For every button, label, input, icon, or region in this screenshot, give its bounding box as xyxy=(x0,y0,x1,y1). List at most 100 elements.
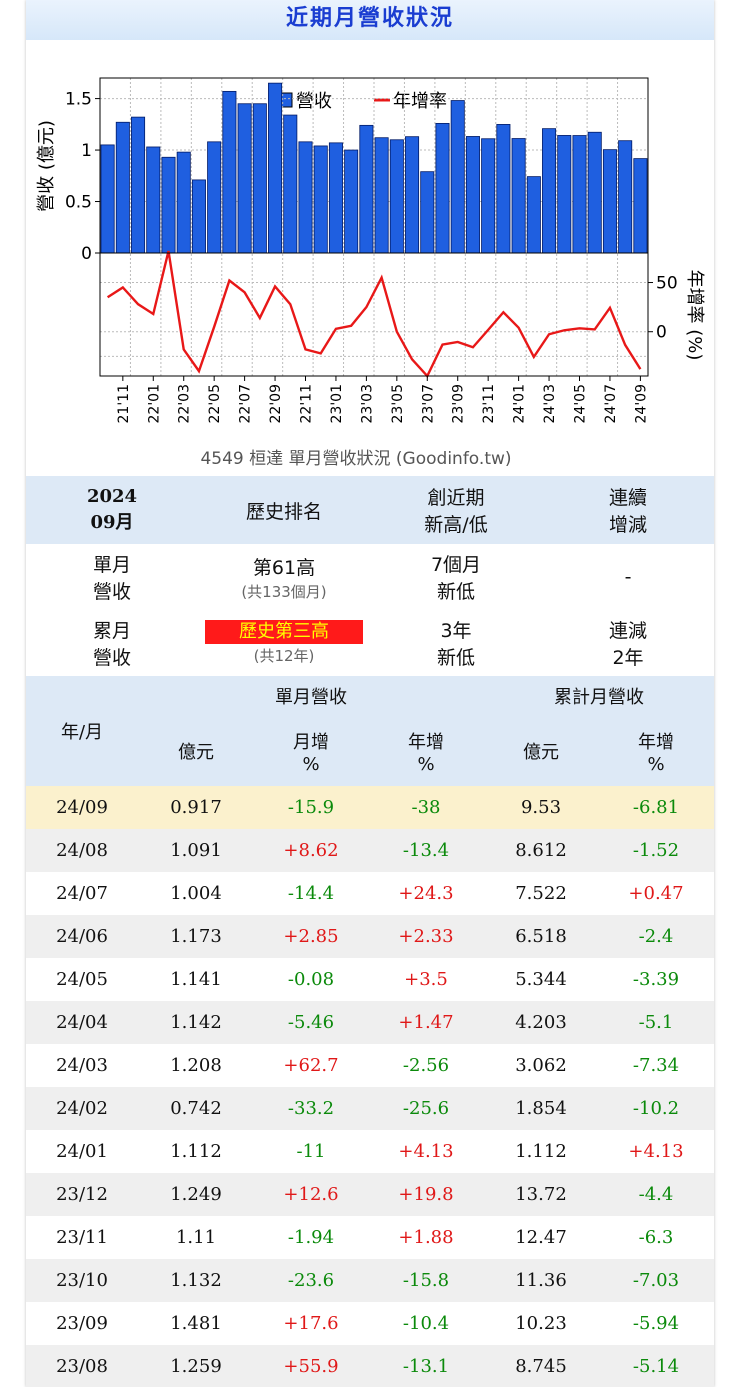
col-cum-yoy-line1: 年增 xyxy=(638,731,674,753)
col-group-single: 單月營收 xyxy=(138,676,484,716)
bottom-plot-frame xyxy=(99,252,649,377)
revenue-bar xyxy=(602,149,617,254)
summary-col-new: 創近期 新高/低 xyxy=(370,476,542,544)
right-axis-title: 年增率 (%) xyxy=(684,270,705,361)
cell-amt: 1.259 xyxy=(138,1345,254,1387)
cell-yoy: -15.8 xyxy=(368,1259,484,1302)
revenue-bar xyxy=(465,136,480,254)
x-tick-label: 23'07 xyxy=(420,384,436,423)
cell-ym: 23/10 xyxy=(26,1259,138,1302)
cumulative-rank-badge: 歷史第三高 xyxy=(205,620,363,644)
table-row: 24/01 1.112 -11 +4.13 1.112 +4.13 xyxy=(26,1130,714,1173)
cell-ym: 24/08 xyxy=(26,829,138,872)
left-tick-label: 0.5 xyxy=(65,193,92,213)
x-tick-label: 24'03 xyxy=(542,384,558,423)
summary-cumulative-new: 3年 新低 xyxy=(370,610,542,676)
revenue-bar xyxy=(633,158,648,254)
revenue-bar xyxy=(344,149,359,254)
cell-ym: 24/07 xyxy=(26,872,138,915)
summary-cumulative-rank: 歷史第三高 (共12年) xyxy=(198,610,370,676)
row-label-line2: 營收 xyxy=(92,581,131,603)
table-row: 24/04 1.142 -5.46 +1.47 4.203 -5.1 xyxy=(26,1001,714,1044)
cell-yoy: +3.5 xyxy=(368,958,484,1001)
table-row: 24/02 0.742 -33.2 -25.6 1.854 -10.2 xyxy=(26,1087,714,1130)
left-axis-title: 營收 (億元) xyxy=(36,120,57,212)
cell-cum-yoy: -6.3 xyxy=(598,1216,714,1259)
revenue-bar xyxy=(572,135,587,254)
summary-year: 2024 xyxy=(86,486,138,507)
cell-mom: -5.46 xyxy=(254,1001,368,1044)
x-tick-label: 23'11 xyxy=(481,384,497,423)
summary-period: 2024 09月 xyxy=(26,476,198,544)
x-tick-label: 23'05 xyxy=(390,384,406,423)
summary-col-rank: 歷史排名 xyxy=(198,476,370,544)
cell-mom: -14.4 xyxy=(254,872,368,915)
cell-amt: 1.091 xyxy=(138,829,254,872)
summary-col-streak-line1: 連續 xyxy=(608,487,647,509)
col-yoy: 年增% xyxy=(368,716,484,786)
cell-amt: 1.481 xyxy=(138,1302,254,1345)
revenue-bar xyxy=(146,146,161,254)
row-label-line1: 累月 xyxy=(92,620,131,642)
x-tick-label: 23'01 xyxy=(329,384,345,423)
cell-yoy: -2.56 xyxy=(368,1044,484,1087)
cell-cum-yoy: -3.39 xyxy=(598,958,714,1001)
revenue-bar xyxy=(587,131,602,254)
cell-mom: -23.6 xyxy=(254,1259,368,1302)
summary-monthly-streak: - xyxy=(624,566,632,588)
cumulative-rank-sub: (共12年) xyxy=(253,647,315,665)
revenue-bar xyxy=(131,116,146,254)
revenue-bar xyxy=(374,137,389,254)
cell-amt: 1.112 xyxy=(138,1130,254,1173)
cell-ym: 23/09 xyxy=(26,1302,138,1345)
col-cum-yoy-line2: % xyxy=(647,753,665,775)
cell-mom: -15.9 xyxy=(254,786,368,829)
row-label-line1: 單月 xyxy=(92,554,131,576)
cell-mom: -0.08 xyxy=(254,958,368,1001)
monthly-new-line1: 7個月 xyxy=(430,554,482,576)
cell-cum: 1.854 xyxy=(484,1087,598,1130)
summary-monthly-rank: 第61高 (共133個月) xyxy=(198,544,370,610)
panel-title: 近期月營收狀況 xyxy=(26,0,714,40)
cell-yoy: -13.1 xyxy=(368,1345,484,1387)
table-body: 24/09 0.917 -15.9 -38 9.53 -6.81 24/08 1.091 +8.… xyxy=(26,786,714,1387)
monthly-rank: 第61高 xyxy=(252,556,316,579)
row-label-line2: 營收 xyxy=(92,647,131,669)
col-amount: 億元 xyxy=(138,716,254,786)
col-year-month: 年/月 xyxy=(26,676,138,786)
col-cum-amount: 億元 xyxy=(484,716,598,786)
cell-mom: -11 xyxy=(254,1130,368,1173)
revenue-bar xyxy=(100,144,115,254)
x-tick-label: 21'11 xyxy=(116,384,132,423)
table-row: 24/05 1.141 -0.08 +3.5 5.344 -3.39 xyxy=(26,958,714,1001)
revenue-bar xyxy=(313,145,328,254)
cell-cum-yoy: -1.52 xyxy=(598,829,714,872)
cell-mom: +62.7 xyxy=(254,1044,368,1087)
revenue-bar xyxy=(176,151,191,254)
x-tick-label: 22'05 xyxy=(207,384,223,423)
revenue-bar xyxy=(420,171,435,254)
x-tick-label: 24'01 xyxy=(512,384,528,423)
cell-yoy: -13.4 xyxy=(368,829,484,872)
summary-cumulative-streak: 連減 2年 xyxy=(542,610,714,676)
revenue-bar xyxy=(283,114,298,254)
cell-yoy: -38 xyxy=(368,786,484,829)
x-tick-label: 24'05 xyxy=(573,384,589,423)
cell-ym: 23/12 xyxy=(26,1173,138,1216)
revenue-panel: 近期月營收狀況 營收 年增率 1.5 1 0.5 0 50 0 營收 (億元) 年增率 (%) 21… xyxy=(26,0,714,1387)
cell-ym: 24/05 xyxy=(26,958,138,1001)
chart-caption: 4549 桓達 單月營收狀況 (Goodinfo.tw) xyxy=(200,449,511,469)
revenue-bar xyxy=(542,128,557,254)
cell-cum-yoy: -10.2 xyxy=(598,1087,714,1130)
cell-cum: 8.612 xyxy=(484,829,598,872)
cell-cum-yoy: -4.4 xyxy=(598,1173,714,1216)
revenue-bar xyxy=(115,121,130,254)
revenue-bar xyxy=(359,124,374,254)
summary-row-monthly-label: 單月 營收 xyxy=(26,544,198,610)
cell-ym: 24/09 xyxy=(26,786,138,829)
table-row: 24/03 1.208 +62.7 -2.56 3.062 -7.34 xyxy=(26,1044,714,1087)
cell-amt: 1.141 xyxy=(138,958,254,1001)
cell-amt: 1.208 xyxy=(138,1044,254,1087)
cell-yoy: +2.33 xyxy=(368,915,484,958)
summary-month: 09月 xyxy=(90,512,134,533)
